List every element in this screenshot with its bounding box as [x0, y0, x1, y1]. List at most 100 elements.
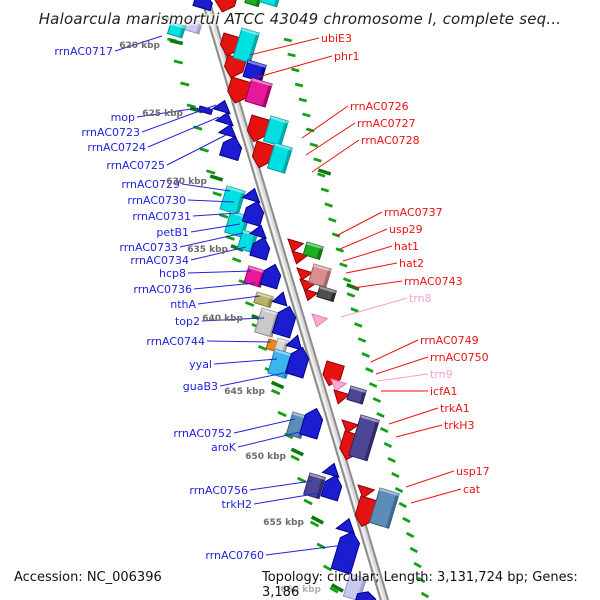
gene-label[interactable]: usp17: [456, 465, 490, 478]
kbp-position-label: 635 kbp: [187, 245, 228, 255]
gene-glyph[interactable]: [259, 262, 283, 290]
gene-label[interactable]: rrnAC0734: [130, 254, 189, 267]
gene-glyph[interactable]: [213, 0, 239, 15]
gene-label[interactable]: icfA1: [430, 385, 458, 398]
gene-glyph[interactable]: [219, 134, 245, 162]
gene-label[interactable]: hat1: [394, 240, 419, 253]
gene-glyph[interactable]: [192, 0, 214, 12]
gene-label[interactable]: ubiE3: [321, 32, 352, 45]
gene-label[interactable]: petB1: [156, 226, 189, 239]
gene-label[interactable]: rrnAC0733: [119, 241, 178, 254]
gene-label[interactable]: rrnAC0731: [132, 210, 191, 223]
gene-glyph[interactable]: [241, 199, 266, 227]
gene-glyph[interactable]: [328, 378, 348, 393]
gene-label[interactable]: rrnAC0737: [384, 206, 443, 219]
label-pointer-line: [305, 122, 356, 156]
gene-glyph[interactable]: [294, 267, 314, 282]
gene-glyph[interactable]: [301, 288, 319, 303]
gene-label[interactable]: nthA: [170, 298, 196, 311]
label-pointer-line: [339, 228, 388, 250]
gene-glyph[interactable]: [249, 235, 272, 261]
gene-glyph[interactable]: [348, 414, 380, 462]
label-pointer-line: [187, 270, 252, 274]
gene-label[interactable]: rrnAC0752: [173, 427, 232, 440]
gene-glyph[interactable]: [285, 333, 305, 351]
gene-label[interactable]: hcp8: [159, 267, 186, 280]
kbp-position-label: 645 kbp: [224, 387, 265, 397]
gene-label[interactable]: rrnAC0729: [121, 178, 180, 191]
gene-label[interactable]: rrnAC0756: [189, 484, 248, 497]
gene-glyph-highlight: [261, 308, 280, 316]
gene-label[interactable]: mop: [111, 111, 135, 124]
gene-glyph[interactable]: [211, 98, 233, 115]
gene-label[interactable]: rrnAC0725: [106, 159, 165, 172]
gene-glyph-highlight: [350, 386, 367, 394]
kbp-tick: [368, 382, 378, 388]
label-pointer-line: [376, 373, 429, 382]
kbp-tick: [329, 586, 339, 594]
gene-glyph[interactable]: [289, 250, 309, 266]
kbp-tick: [270, 388, 281, 396]
gene-glyph[interactable]: [245, 114, 271, 144]
label-pointer-line: [192, 212, 239, 217]
gene-label[interactable]: rrnAC0750: [430, 351, 489, 364]
kbp-major-tick: [209, 174, 224, 182]
gene-label[interactable]: rrnAC0717: [54, 45, 113, 58]
gene-glyph[interactable]: [339, 419, 360, 435]
kbp-tick: [331, 232, 341, 238]
gene-label[interactable]: yyal: [189, 358, 212, 371]
kbp-tick: [291, 67, 300, 73]
gene-label[interactable]: usp29: [389, 223, 423, 236]
label-pointer-line: [311, 139, 360, 173]
kbp-major-tick: [330, 583, 344, 593]
gene-label[interactable]: rrnAC0749: [420, 334, 479, 347]
gene-label[interactable]: rrnAC0744: [146, 335, 205, 348]
gene-label[interactable]: trn9: [430, 368, 453, 381]
gene-glyph[interactable]: [271, 290, 291, 307]
gene-glyph[interactable]: [355, 589, 377, 600]
gene-label[interactable]: trkA1: [440, 402, 470, 415]
gene-glyph-shade: [196, 21, 203, 34]
gene-label[interactable]: rrnAC0728: [361, 134, 420, 147]
gene-label[interactable]: guaB3: [183, 380, 218, 393]
gene-glyph[interactable]: [355, 484, 376, 500]
gene-label[interactable]: phr1: [334, 50, 359, 63]
gene-glyph[interactable]: [298, 406, 326, 440]
gene-glyph[interactable]: [330, 529, 362, 575]
gene-label[interactable]: trn8: [409, 292, 432, 305]
gene-label[interactable]: top2: [175, 315, 200, 328]
kbp-tick: [231, 257, 242, 263]
gene-glyph[interactable]: [214, 110, 236, 127]
gene-glyph[interactable]: [248, 223, 269, 240]
gene-glyph[interactable]: [297, 278, 317, 293]
gene-glyph[interactable]: [320, 473, 344, 502]
gene-glyph[interactable]: [217, 122, 239, 139]
gene-glyph[interactable]: [285, 238, 305, 254]
gene-glyph[interactable]: [197, 105, 214, 116]
gene-label[interactable]: trkH2: [222, 498, 252, 511]
gene-label[interactable]: rrnAC0726: [350, 100, 409, 113]
gene-glyph[interactable]: [335, 516, 358, 535]
kbp-tick: [387, 456, 396, 464]
label-pointer-line: [190, 223, 241, 233]
gene-label[interactable]: rrnAC0760: [205, 549, 264, 562]
gene-glyph[interactable]: [241, 186, 264, 204]
gene-label[interactable]: rrnAC0736: [133, 283, 192, 296]
gene-glyph[interactable]: [284, 345, 312, 379]
gene-glyph[interactable]: [321, 461, 343, 479]
kbp-major-tick: [317, 168, 332, 176]
gene-glyph[interactable]: [331, 389, 351, 406]
gene-label[interactable]: cat: [463, 483, 481, 496]
gene-label[interactable]: rrnAC0743: [404, 275, 463, 288]
gene-glyph[interactable]: [309, 313, 329, 329]
gene-label[interactable]: rrnAC0727: [357, 117, 416, 130]
gene-label[interactable]: hat2: [399, 257, 424, 270]
gene-glyph-shade: [282, 340, 289, 353]
gene-glyph[interactable]: [271, 304, 298, 339]
gene-glyph-shade: [359, 389, 367, 405]
gene-label[interactable]: rrnAC0723: [81, 126, 140, 139]
gene-label[interactable]: rrnAC0724: [87, 141, 146, 154]
gene-label[interactable]: aroK: [211, 441, 237, 454]
gene-label[interactable]: rrnAC0730: [127, 194, 186, 207]
gene-label[interactable]: trkH3: [444, 419, 474, 432]
